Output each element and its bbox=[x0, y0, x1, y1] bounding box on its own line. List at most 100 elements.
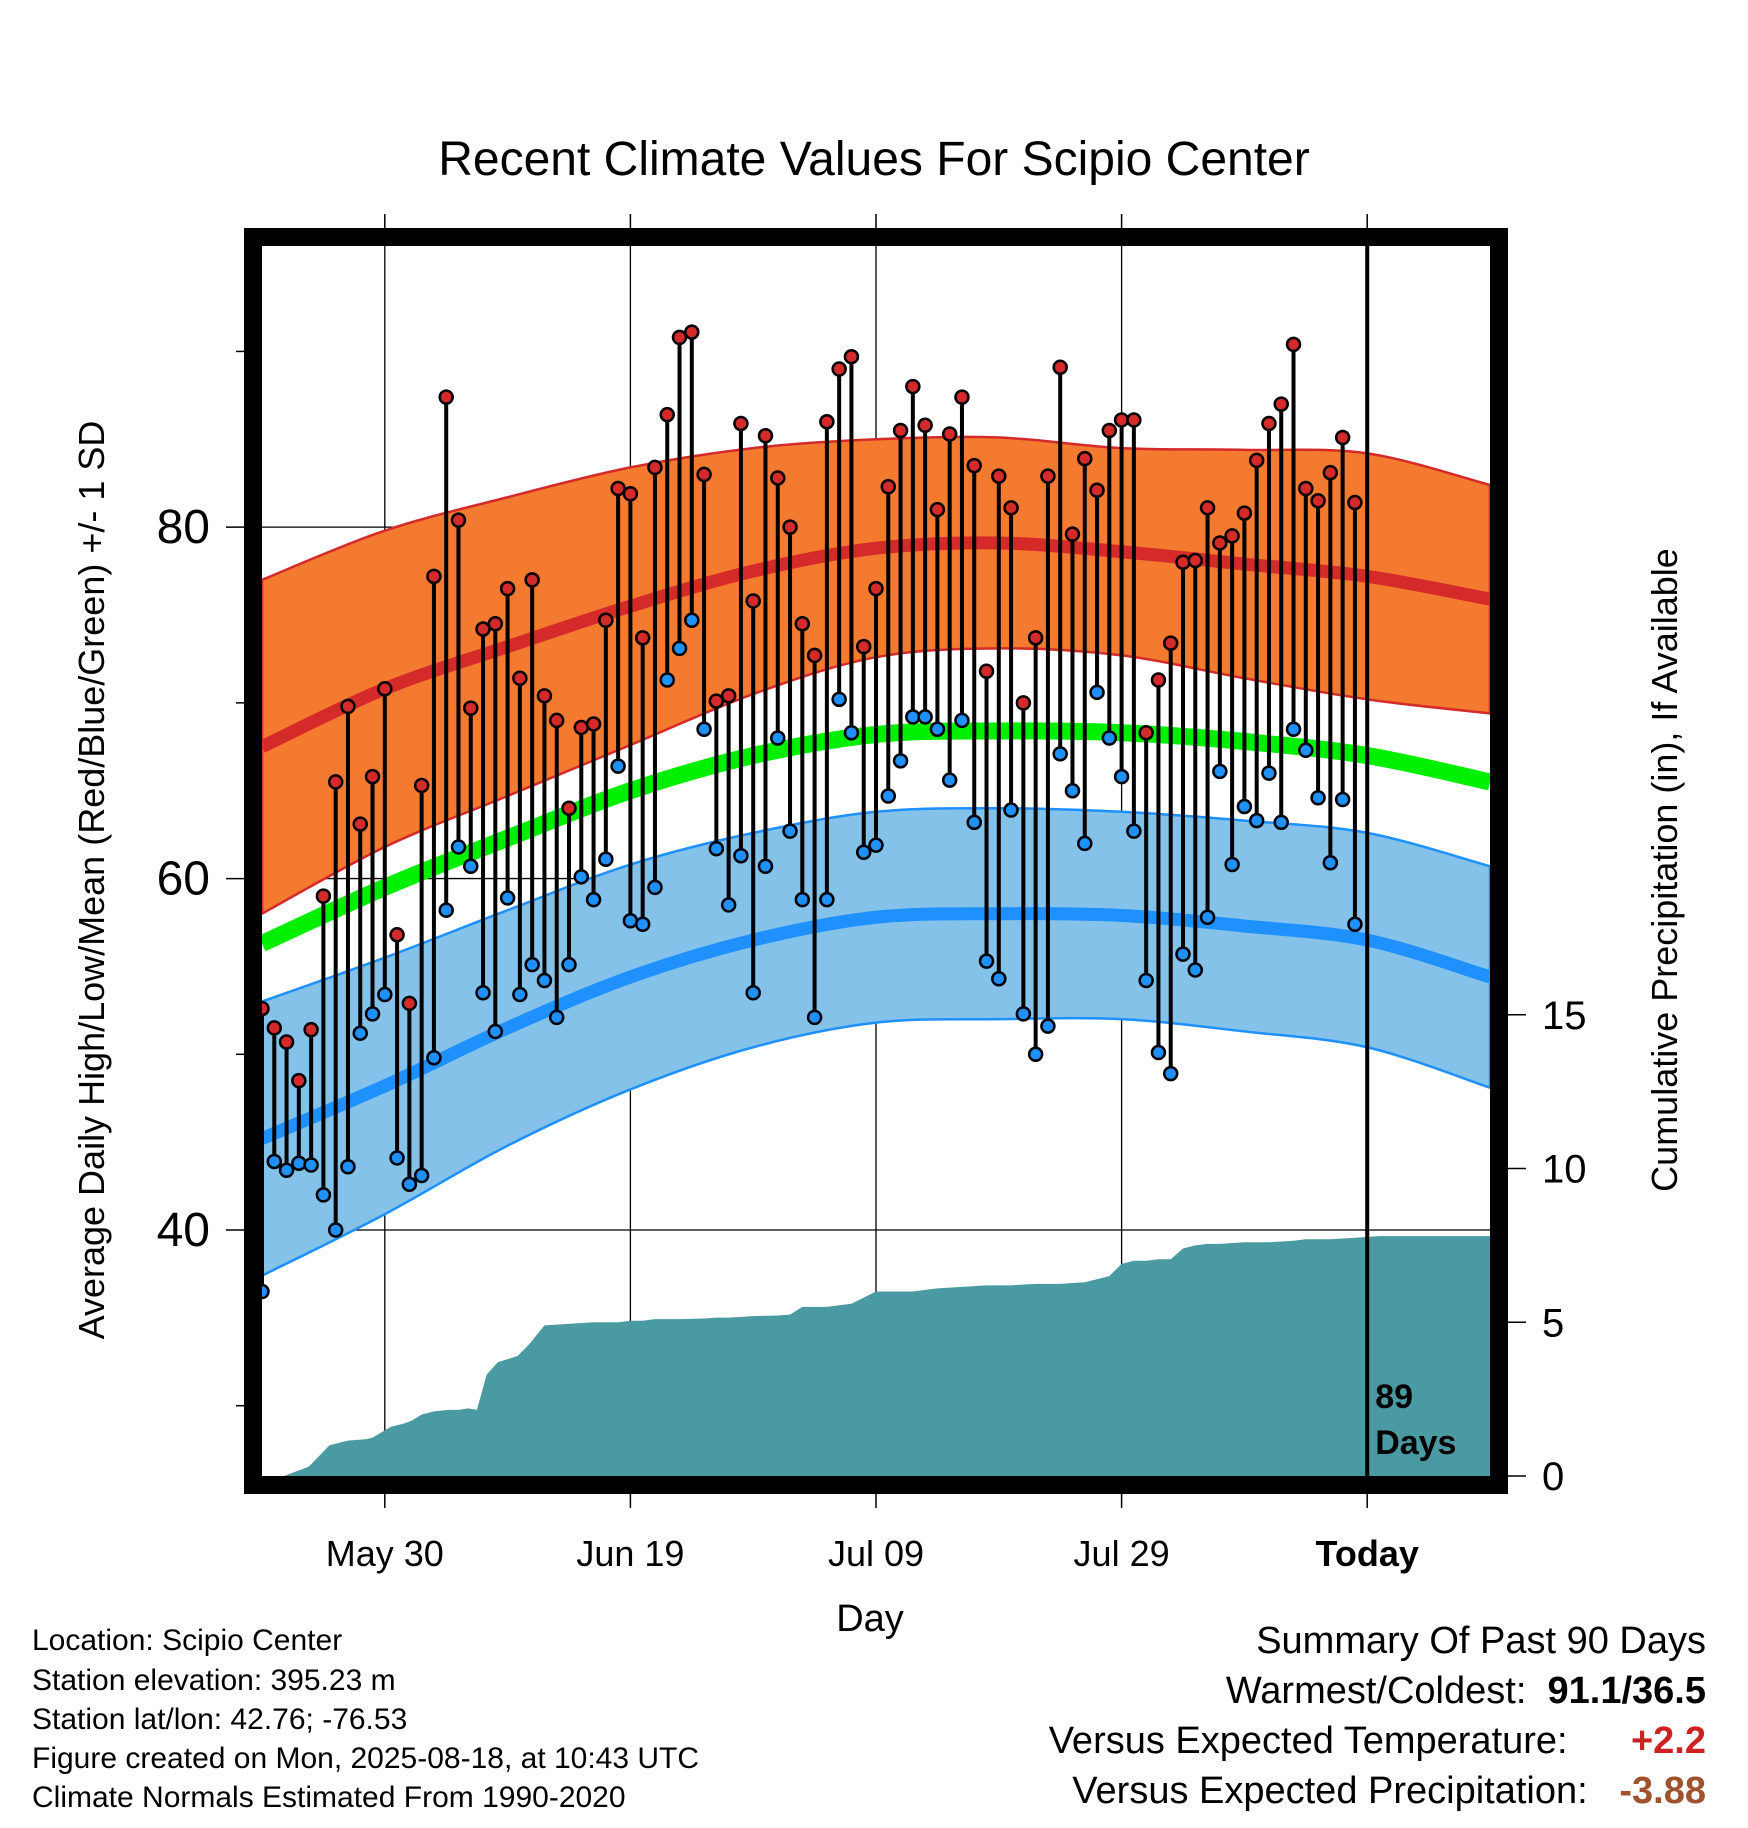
y-axis-label: Average Daily High/Low/Mean (Red/Blue/Gr… bbox=[71, 420, 112, 1340]
daily-low-point bbox=[536, 972, 553, 989]
daily-high-point bbox=[770, 470, 786, 486]
x-tick-label: Jun 19 bbox=[576, 1533, 684, 1574]
daily-high-point bbox=[561, 800, 577, 817]
daily-low-point bbox=[978, 953, 995, 969]
daily-low-point bbox=[782, 823, 798, 839]
daily-low-point bbox=[475, 985, 491, 1001]
daily-low-point bbox=[278, 1162, 295, 1179]
daily-low-point bbox=[831, 691, 847, 708]
daily-high-point bbox=[905, 378, 921, 395]
vs-temp-label: Versus Expected Temperature: bbox=[1048, 1720, 1568, 1762]
daily-low-point bbox=[917, 709, 933, 725]
daily-low-point bbox=[303, 1157, 319, 1173]
y2-axis-label: Cumulative Precipitation (in), If Availa… bbox=[1644, 548, 1685, 1192]
daily-low-point bbox=[1052, 746, 1068, 762]
daily-high-point bbox=[291, 1072, 307, 1089]
daily-low-point bbox=[929, 721, 946, 737]
x-tick-label: Jul 09 bbox=[828, 1533, 924, 1574]
daily-low-point bbox=[684, 612, 700, 629]
daily-bars bbox=[254, 324, 1363, 1300]
plot-border bbox=[244, 228, 1508, 1494]
daily-high-point bbox=[1138, 724, 1154, 741]
daily-high-point bbox=[1175, 554, 1191, 571]
daily-low-point bbox=[770, 730, 786, 746]
warmest-coldest-value: 91.1/36.5 bbox=[1547, 1670, 1706, 1712]
daily-high-point bbox=[1199, 500, 1216, 516]
y2-tick-label: 5 bbox=[1542, 1301, 1564, 1345]
daily-low-point bbox=[585, 891, 602, 908]
daily-high-point bbox=[966, 457, 982, 474]
vs-temp-value: +2.2 bbox=[1630, 1720, 1706, 1762]
daily-low-point bbox=[352, 1025, 368, 1041]
daily-high-point bbox=[573, 719, 590, 736]
daily-low-point bbox=[1199, 909, 1216, 925]
daily-low-point bbox=[745, 985, 761, 1001]
y2-tick-label: 0 bbox=[1542, 1455, 1564, 1499]
summary-vs-temp: Versus Expected Temperature: +2.2 bbox=[1049, 1720, 1706, 1763]
daily-high-point bbox=[831, 361, 847, 377]
daily-low-point bbox=[757, 858, 774, 875]
daily-low-point bbox=[573, 869, 590, 885]
daily-high-point bbox=[548, 712, 565, 729]
daily-high-point bbox=[426, 568, 442, 585]
daily-low-point bbox=[426, 1050, 442, 1066]
daily-low-point bbox=[708, 840, 725, 857]
daily-high-point bbox=[340, 698, 356, 715]
daily-low-point bbox=[377, 986, 393, 1003]
daily-low-point bbox=[1027, 1046, 1044, 1063]
daily-low-point bbox=[954, 712, 970, 729]
daily-low-point bbox=[794, 891, 811, 908]
daily-high-point bbox=[806, 647, 823, 664]
daily-low-point bbox=[327, 1222, 344, 1238]
x-tick-label: Today bbox=[1316, 1533, 1419, 1574]
daily-low-point bbox=[1162, 1065, 1179, 1082]
daily-low-point bbox=[1310, 789, 1326, 806]
today-days-label: Days bbox=[1375, 1424, 1456, 1462]
daily-low-point bbox=[966, 814, 982, 831]
daily-high-point bbox=[708, 693, 725, 709]
daily-low-point bbox=[561, 956, 577, 973]
daily-high-point bbox=[475, 621, 491, 637]
daily-high-point bbox=[978, 663, 995, 679]
daily-high-point bbox=[622, 486, 639, 502]
daily-high-point bbox=[1236, 505, 1253, 521]
daily-low-point bbox=[659, 672, 675, 688]
daily-low-point bbox=[855, 844, 872, 860]
low-mean-line bbox=[259, 907, 1492, 1145]
daily-low-point bbox=[450, 839, 467, 855]
daily-high-point bbox=[364, 768, 381, 785]
daily-high-point bbox=[524, 572, 540, 588]
daily-low-point bbox=[1248, 812, 1265, 829]
daily-high-point bbox=[929, 501, 946, 518]
daily-high-point bbox=[954, 389, 970, 405]
axis-ticks: May 30 Jun 19 Jul 09 Jul 29 Today 40 60 80 0 5 10 1… bbox=[157, 214, 1587, 1574]
daily-high-point bbox=[1298, 480, 1314, 497]
daily-low-point bbox=[413, 1167, 430, 1184]
daily-low-point bbox=[1077, 835, 1093, 852]
daily-low-point bbox=[1101, 730, 1118, 746]
daily-low-point bbox=[548, 1009, 565, 1026]
daily-high-point bbox=[684, 324, 700, 340]
daily-low-point bbox=[1089, 684, 1105, 701]
daily-high-point bbox=[278, 1034, 295, 1050]
daily-high-point bbox=[696, 466, 712, 483]
daily-high-point bbox=[991, 468, 1007, 484]
daily-high-point bbox=[1089, 482, 1105, 498]
daily-high-point bbox=[487, 616, 504, 632]
today-days-number: 89 bbox=[1375, 1378, 1413, 1416]
daily-high-point bbox=[1003, 500, 1019, 516]
daily-high-point bbox=[892, 422, 909, 439]
daily-high-point bbox=[1040, 468, 1056, 484]
daily-high-point bbox=[413, 777, 430, 794]
daily-low-point bbox=[991, 970, 1007, 987]
daily-low-point bbox=[487, 1023, 504, 1040]
daily-high-point bbox=[1248, 452, 1265, 469]
daily-low-point bbox=[733, 847, 749, 864]
daily-low-point bbox=[720, 897, 737, 913]
daily-low-point bbox=[892, 753, 909, 769]
daily-low-point bbox=[941, 772, 958, 788]
daily-high-point bbox=[377, 681, 393, 697]
x-tick-label: May 30 bbox=[326, 1533, 444, 1574]
daily-high-point bbox=[1077, 450, 1093, 467]
daily-low-point bbox=[843, 724, 860, 741]
